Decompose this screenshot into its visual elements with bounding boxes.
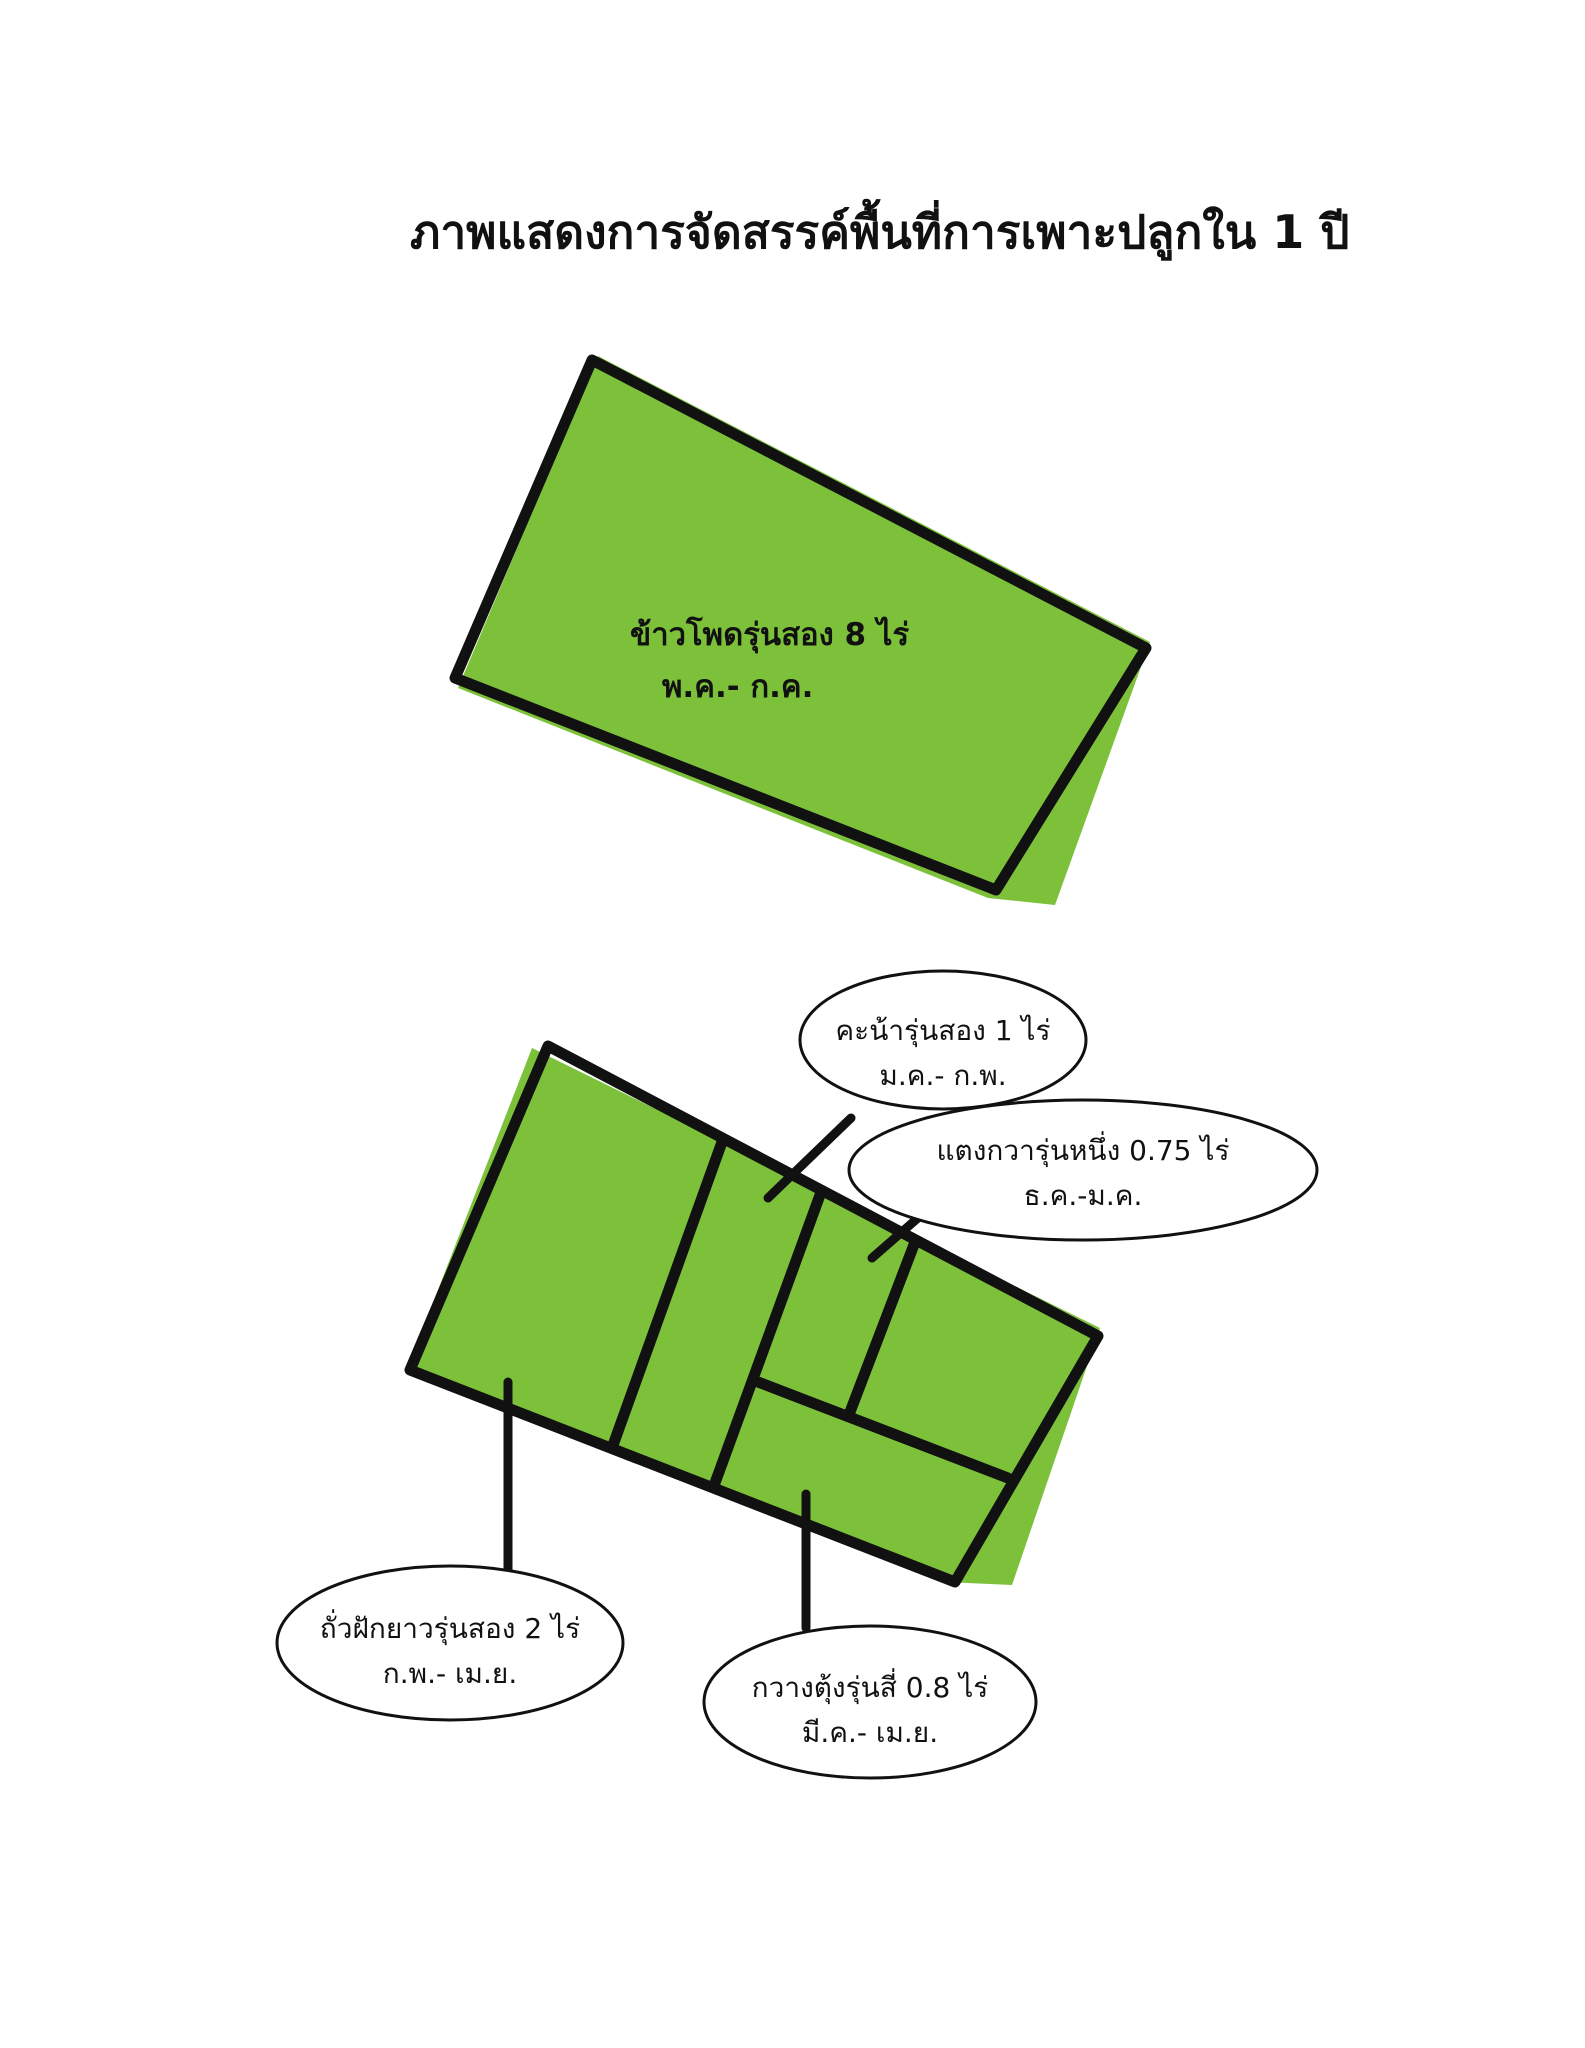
divider-line	[844, 1236, 921, 1418]
field-one-crop-label: ข้าวโพดรุ่นสอง 8 ไร่	[630, 616, 909, 654]
field-one-fill	[458, 356, 1150, 905]
callout-crop: ถั่วฝักยาวรุ่นสอง 2 ไร่	[320, 1609, 580, 1646]
field-two: คะน้ารุ่นสอง 1 ไร่ ม.ค.- ก.พ. แตงกวารุ่น…	[275, 969, 1319, 1780]
callout-cucumber: แตงกวารุ่นหนึ่ง 0.75 ไร่ ธ.ค.-ม.ค.	[847, 1098, 1319, 1242]
callout-kale: คะน้ารุ่นสอง 1 ไร่ ม.ค.- ก.พ.	[798, 969, 1088, 1111]
divider-line	[709, 1189, 826, 1489]
callout-yardlong-bean: ถั่วฝักยาวรุ่นสอง 2 ไร่ ก.พ.- เม.ย.	[275, 1564, 625, 1722]
divider-line	[752, 1376, 1014, 1484]
callout-crop: คะน้ารุ่นสอง 1 ไร่	[835, 1014, 1050, 1048]
callout-bubble	[847, 1098, 1319, 1242]
callout-bubble	[275, 1564, 625, 1722]
callout-crop: กวางตุ้งรุ่นสี่ 0.8 ไร่	[752, 1668, 989, 1705]
callout-choy-sum: กวางตุ้งรุ่นสี่ 0.8 ไร่ มี.ค.- เม.ย.	[702, 1624, 1038, 1780]
field-one-outline	[449, 354, 1152, 896]
callout-period: ก.พ.- เม.ย.	[383, 1657, 517, 1690]
callout-period: มี.ค.- เม.ย.	[802, 1716, 938, 1749]
divider-line	[606, 1136, 728, 1454]
callout-crop: แตงกวารุ่นหนึ่ง 0.75 ไร่	[936, 1131, 1229, 1168]
leader-line	[763, 1113, 856, 1203]
diagram-title: ภาพแสดงการจัดสรรค์พื้นที่การเพาะปลูกใน 1…	[410, 198, 1349, 261]
callout-bubble	[702, 1624, 1038, 1780]
field-one: ข้าวโพดรุ่นสอง 8 ไร่ พ.ค.- ก.ค.	[449, 354, 1152, 905]
callout-period: ม.ค.- ก.พ.	[879, 1059, 1006, 1092]
field-one-period-label: พ.ค.- ก.ค.	[662, 669, 813, 705]
callout-bubble	[798, 969, 1088, 1111]
callout-period: ธ.ค.-ม.ค.	[1024, 1179, 1143, 1212]
